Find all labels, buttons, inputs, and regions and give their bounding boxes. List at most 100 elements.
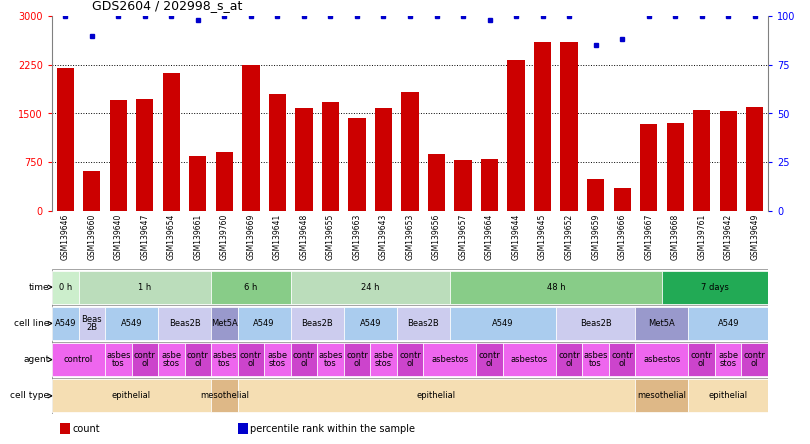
Bar xyxy=(291,307,343,340)
Bar xyxy=(190,156,207,211)
Text: asbe
stos: asbe stos xyxy=(718,351,738,368)
Bar xyxy=(688,307,768,340)
Bar xyxy=(450,271,662,304)
Text: asbe
stos: asbe stos xyxy=(161,351,181,368)
Text: asbes
tos: asbes tos xyxy=(212,351,237,368)
Bar xyxy=(163,72,180,211)
Bar xyxy=(52,343,105,376)
Text: Beas2B: Beas2B xyxy=(168,319,200,328)
Text: epithelial: epithelial xyxy=(417,391,456,400)
Text: agent: agent xyxy=(23,355,49,364)
Text: A549: A549 xyxy=(718,319,739,328)
Bar xyxy=(237,343,264,376)
Bar xyxy=(322,102,339,211)
Bar xyxy=(397,343,424,376)
Bar xyxy=(719,111,737,211)
Bar xyxy=(481,159,498,211)
Text: 7 days: 7 days xyxy=(701,283,729,292)
Bar xyxy=(587,179,604,211)
Bar xyxy=(507,60,525,211)
Bar xyxy=(667,123,684,211)
Text: asbes
tos: asbes tos xyxy=(318,351,343,368)
Text: 1 h: 1 h xyxy=(139,283,151,292)
Text: asbe
stos: asbe stos xyxy=(373,351,394,368)
Bar xyxy=(613,188,631,211)
Bar xyxy=(109,100,127,211)
Bar xyxy=(715,343,741,376)
Bar xyxy=(503,343,556,376)
Bar xyxy=(83,170,100,211)
Text: A549: A549 xyxy=(121,319,143,328)
Text: A549: A549 xyxy=(54,319,76,328)
Bar xyxy=(375,108,392,211)
Text: GDS2604 / 202998_s_at: GDS2604 / 202998_s_at xyxy=(92,0,243,12)
Bar xyxy=(296,108,313,211)
Text: A549: A549 xyxy=(254,319,275,328)
Text: Met5A: Met5A xyxy=(649,319,676,328)
Text: Beas2B: Beas2B xyxy=(407,319,439,328)
Text: epithelial: epithelial xyxy=(709,391,748,400)
Bar xyxy=(402,92,419,211)
Bar xyxy=(52,269,768,414)
Bar xyxy=(556,343,582,376)
Bar xyxy=(57,68,74,211)
Bar xyxy=(635,343,688,376)
Bar xyxy=(343,343,370,376)
Text: epithelial: epithelial xyxy=(112,391,151,400)
Text: contr
ol: contr ol xyxy=(240,351,262,368)
Text: contr
ol: contr ol xyxy=(479,351,501,368)
Bar xyxy=(561,42,578,211)
Bar xyxy=(534,42,552,211)
Text: asbestos: asbestos xyxy=(643,355,680,364)
Bar xyxy=(635,379,688,412)
Text: 48 h: 48 h xyxy=(547,283,565,292)
Text: asbe
stos: asbe stos xyxy=(267,351,288,368)
Bar xyxy=(211,307,237,340)
Text: contr
ol: contr ol xyxy=(346,351,368,368)
Bar xyxy=(211,343,237,376)
Bar xyxy=(348,118,365,211)
Text: asbestos: asbestos xyxy=(511,355,548,364)
Bar xyxy=(582,343,609,376)
Bar xyxy=(688,379,768,412)
Text: percentile rank within the sample: percentile rank within the sample xyxy=(250,424,416,434)
Bar xyxy=(397,307,450,340)
Bar xyxy=(609,343,635,376)
Bar xyxy=(211,271,291,304)
Bar xyxy=(242,65,259,211)
Bar xyxy=(370,343,397,376)
Text: 0 h: 0 h xyxy=(58,283,72,292)
Bar xyxy=(215,152,233,211)
Bar xyxy=(741,343,768,376)
Bar xyxy=(105,343,131,376)
Text: cell type: cell type xyxy=(11,391,49,400)
Bar xyxy=(264,343,291,376)
Text: asbestos: asbestos xyxy=(431,355,468,364)
Text: time: time xyxy=(28,283,49,292)
Bar xyxy=(476,343,503,376)
Text: contr
ol: contr ol xyxy=(399,351,421,368)
Bar xyxy=(635,307,688,340)
Bar xyxy=(556,307,635,340)
Bar xyxy=(136,99,153,211)
Text: Beas2B: Beas2B xyxy=(580,319,612,328)
Bar xyxy=(640,124,657,211)
Text: mesothelial: mesothelial xyxy=(200,391,249,400)
Text: A549: A549 xyxy=(360,319,381,328)
Bar xyxy=(454,160,471,211)
Bar xyxy=(450,307,556,340)
Bar xyxy=(318,343,343,376)
Bar xyxy=(131,343,158,376)
Text: 6 h: 6 h xyxy=(244,283,258,292)
Text: contr
ol: contr ol xyxy=(293,351,315,368)
Bar xyxy=(291,343,318,376)
Text: contr
ol: contr ol xyxy=(558,351,580,368)
Bar xyxy=(269,94,286,211)
Text: contr
ol: contr ol xyxy=(187,351,209,368)
Text: Met5A: Met5A xyxy=(211,319,238,328)
Text: contr
ol: contr ol xyxy=(691,351,713,368)
Bar xyxy=(693,110,710,211)
Text: A549: A549 xyxy=(492,319,514,328)
Text: Beas2B: Beas2B xyxy=(301,319,333,328)
Text: cell line: cell line xyxy=(14,319,49,328)
